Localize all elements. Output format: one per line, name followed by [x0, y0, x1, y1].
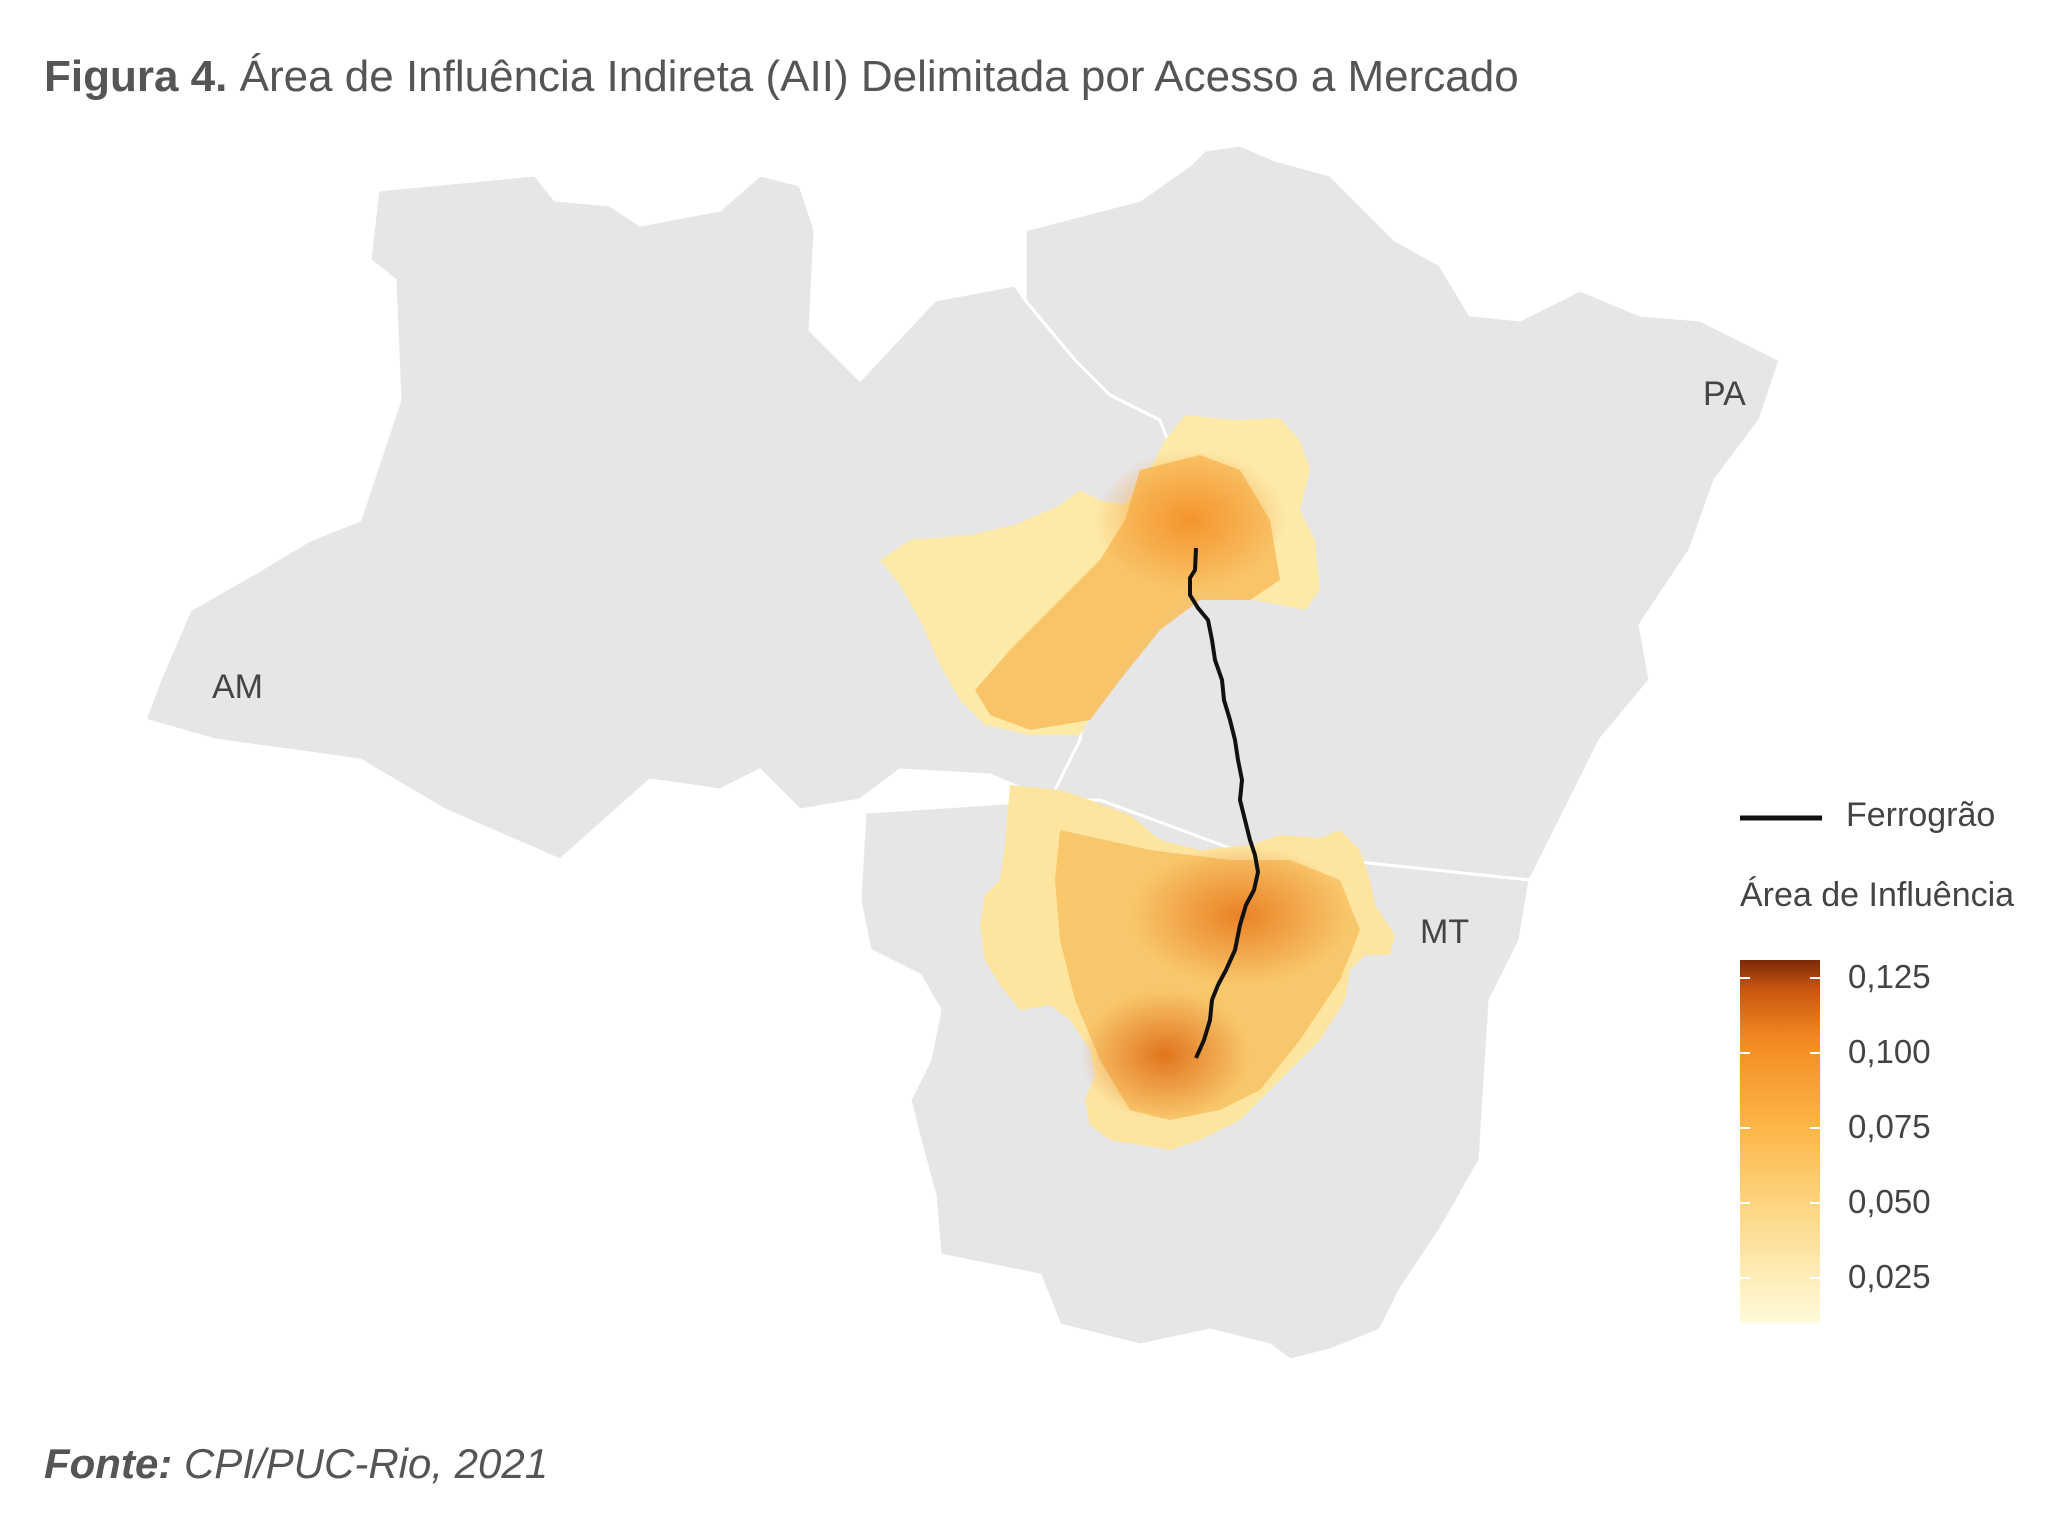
state-label-am: AM: [212, 668, 263, 706]
influence-hotspot-mid: [1130, 845, 1350, 985]
figure-title: Figura 4. Área de Influência Indireta (A…: [44, 52, 1519, 102]
state-am: [143, 173, 1177, 862]
source-text: CPI/PUC-Rio, 2021: [183, 1440, 549, 1487]
railway-ferrograo: [1188, 547, 1260, 1059]
influence-hotspot-south: [1080, 990, 1250, 1120]
legend-railway-label: Ferrogrão: [1846, 796, 1996, 834]
state-label-pa: PA: [1703, 375, 1746, 413]
figure-source: Fonte: CPI/PUC-Rio, 2021: [44, 1440, 548, 1488]
influence-area-north: [880, 415, 1320, 735]
legend-tick-label: 0,075: [1848, 1108, 1931, 1145]
legend-colorbar: [1740, 960, 1820, 1323]
legend-tick-label: 0,125: [1848, 958, 1931, 995]
legend-colorbar-ticks: [1740, 977, 1820, 1279]
legend-tick-label: 0,100: [1848, 1033, 1931, 1070]
state-label-mt: MT: [1420, 913, 1470, 951]
legend-fill-title: Área de Influência: [1740, 876, 2015, 914]
figure-title-text: Área de Influência Indireta (AII) Delimi…: [239, 52, 1519, 101]
figure-number: Figura 4.: [44, 52, 228, 101]
source-label: Fonte:: [44, 1440, 173, 1487]
legend-tick-label: 0,050: [1848, 1183, 1931, 1220]
influence-area-south: [980, 785, 1395, 1150]
legend-tick-label: 0,025: [1848, 1258, 1931, 1295]
influence-hotspot-north: [1095, 450, 1285, 590]
